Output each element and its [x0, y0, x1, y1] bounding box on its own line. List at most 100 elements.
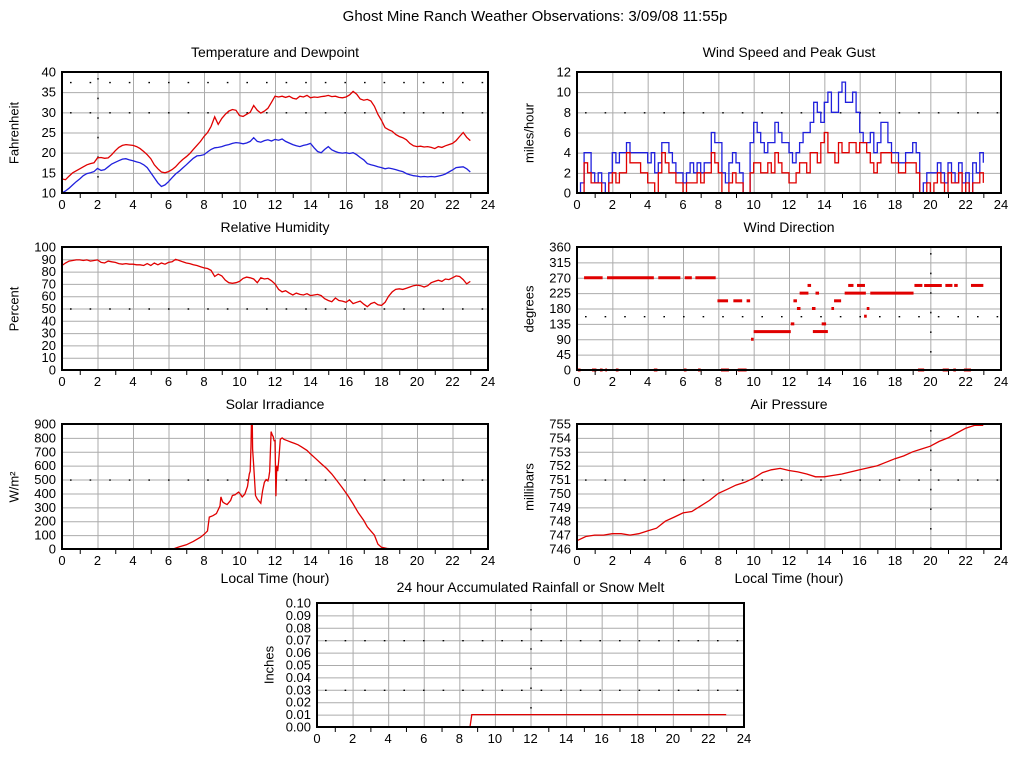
x-tick-label: 8 — [715, 197, 722, 212]
chart-title: Wind Direction — [743, 219, 835, 235]
y-tick-label: 60 — [42, 289, 56, 304]
x-tick-label: 8 — [715, 374, 722, 389]
chart-air-pressure: Air Pressure millibars Local Time (hour)… — [512, 392, 1024, 586]
x-tick-label: 0 — [58, 374, 65, 389]
y-tick-label: 755 — [549, 417, 571, 432]
x-tick-label: 4 — [129, 197, 136, 212]
x-tick-label: 18 — [888, 197, 902, 212]
x-tick-label: 10 — [232, 374, 246, 389]
y-tick-label: 746 — [549, 542, 571, 557]
x-tick-label: 20 — [923, 553, 937, 568]
y-tick-label: 80 — [42, 264, 56, 279]
series-relative-humidity — [61, 258, 471, 308]
chart-solar-irradiance: Solar Irradiance W/m² Local Time (hour) … — [0, 392, 512, 586]
x-tick-label: 14 — [303, 553, 317, 568]
x-tick-label: 22 — [445, 197, 459, 212]
y-tick-label: 752 — [549, 458, 571, 473]
y-tick-label: 100 — [34, 528, 56, 543]
x-tick-label: 16 — [339, 553, 353, 568]
minor-x-ticks — [594, 550, 985, 554]
x-tick-label: 20 — [410, 374, 424, 389]
y-tick-label: 0 — [49, 542, 56, 557]
plot-frame — [61, 246, 489, 371]
y-tick-label: 20 — [42, 338, 56, 353]
x-tick-label: 2 — [94, 197, 101, 212]
tick-labels: 0 2 4 6 8 10 12 14 16 18 20 22 247467477487497507517… — [549, 417, 1008, 569]
x-tick-label: 14 — [817, 197, 831, 212]
y-tick-label: 400 — [34, 486, 56, 501]
x-tick-label: 10 — [746, 553, 760, 568]
x-tick-label: 4 — [129, 374, 136, 389]
y-tick-label: 753 — [549, 444, 571, 459]
x-axis-label: Local Time (hour) — [220, 570, 330, 586]
chart-title: Wind Speed and Peak Gust — [702, 44, 876, 60]
x-tick-label: 12 — [782, 197, 796, 212]
x-tick-label: 16 — [852, 553, 866, 568]
y-tick-label: 750 — [549, 486, 571, 501]
y-tick-label: 40 — [42, 65, 56, 80]
chart-accumulated-rainfall: 24 hour Accumulated Rainfall or Snow Mel… — [256, 571, 768, 763]
y-tick-label: 315 — [549, 255, 571, 270]
y-tick-label: 20 — [42, 145, 56, 160]
y-tick-label: 2 — [564, 165, 571, 180]
x-tick-label: 16 — [594, 731, 608, 746]
x-tick-label: 0 — [58, 553, 65, 568]
x-tick-label: 12 — [268, 197, 282, 212]
x-tick-label: 18 — [630, 731, 644, 746]
y-tick-label: 0.07 — [286, 633, 311, 648]
x-tick-label: 6 — [679, 197, 686, 212]
plot-area: 0 2 4 6 8 10 12 14 16 18 20 22 247467477487497507517… — [549, 417, 1008, 569]
x-tick-label: 4 — [129, 553, 136, 568]
x-tick-label: 24 — [994, 374, 1008, 389]
plot-frame — [316, 602, 745, 728]
x-tick-label: 20 — [410, 197, 424, 212]
y-tick-label: 30 — [42, 105, 56, 120]
y-tick-label: 0.05 — [286, 658, 311, 673]
x-tick-label: 0 — [573, 553, 580, 568]
x-tick-label: 6 — [420, 731, 427, 746]
series-peak-gust — [577, 81, 984, 194]
plot-area: 0 2 4 6 8 10 12 14 16 18 20 22 240459013518022527031… — [549, 240, 1008, 390]
x-tick-label: 24 — [994, 553, 1008, 568]
x-tick-label: 16 — [852, 374, 866, 389]
y-tick-label: 0.06 — [286, 645, 311, 660]
plot-frame — [576, 423, 1002, 550]
y-tick-label: 800 — [34, 430, 56, 445]
x-tick-label: 14 — [817, 553, 831, 568]
y-tick-label: 100 — [34, 240, 56, 255]
x-tick-label: 4 — [385, 731, 392, 746]
y-tick-label: 35 — [42, 85, 56, 100]
plot-area: 0 2 4 6 8 10 12 14 16 18 20 22 240100200300400500600… — [34, 417, 495, 569]
minor-x-ticks — [79, 194, 472, 198]
minor-x-ticks — [79, 371, 472, 375]
x-tick-label: 22 — [445, 553, 459, 568]
x-tick-label: 16 — [339, 374, 353, 389]
x-tick-label: 14 — [303, 374, 317, 389]
chart-title: Solar Irradiance — [225, 396, 325, 412]
series-air-pressure — [576, 424, 984, 542]
chart-wind-direction: Wind Direction degrees 0 2 4 6 8 10 12 14 16 18 20… — [512, 215, 1024, 397]
y-tick-label: 0 — [564, 363, 571, 378]
y-tick-label: 15 — [42, 165, 56, 180]
x-tick-label: 24 — [481, 553, 495, 568]
y-tick-label: 0.02 — [286, 695, 311, 710]
y-tick-label: 50 — [42, 301, 56, 316]
x-tick-label: 16 — [339, 197, 353, 212]
y-tick-label: 360 — [549, 240, 571, 255]
chart-title: 24 hour Accumulated Rainfall or Snow Mel… — [396, 579, 665, 595]
x-tick-label: 8 — [200, 374, 207, 389]
x-tick-label: 2 — [609, 553, 616, 568]
y-tick-label: 45 — [557, 347, 571, 362]
y-tick-label: 900 — [34, 417, 56, 432]
minor-grid-dots — [585, 430, 1001, 549]
x-tick-label: 24 — [481, 374, 495, 389]
plot-frame — [61, 71, 489, 194]
y-tick-label: 6 — [564, 125, 571, 140]
tick-labels: 0 2 4 6 8 10 12 14 16 18 20 22 240102030405060708090… — [34, 240, 495, 390]
x-tick-label: 22 — [958, 374, 972, 389]
x-tick-label: 8 — [456, 731, 463, 746]
x-tick-label: 0 — [573, 374, 580, 389]
